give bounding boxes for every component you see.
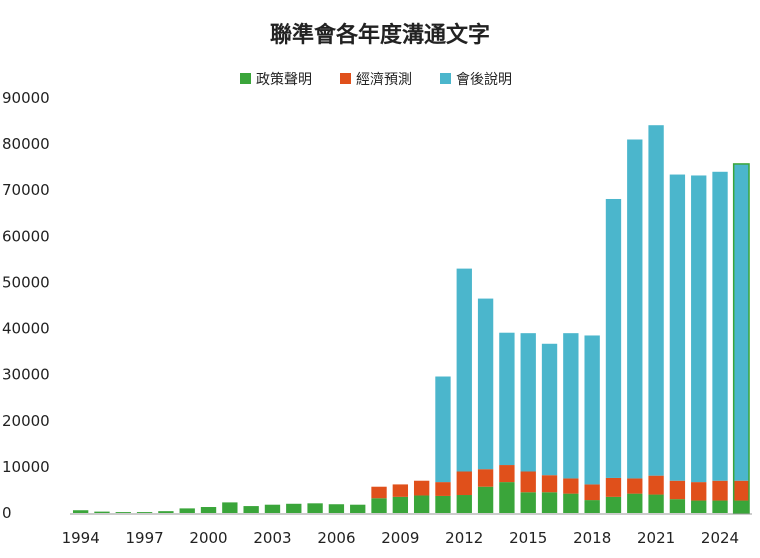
bar-segment-1995-s0 xyxy=(94,511,110,513)
bar-segment-2011-s1 xyxy=(435,482,451,496)
bar-segment-2019-s0 xyxy=(605,496,622,513)
x-tick-label: 2024 xyxy=(701,529,739,547)
bar-highlight-outline xyxy=(732,163,750,514)
bar-segment-2020-s1 xyxy=(627,478,643,494)
y-axis: 0 10000 20000 30000 40000 50000 60000 70000 8000… xyxy=(2,89,50,522)
bar-segment-2020-s0 xyxy=(627,493,643,513)
y-tick-label: 80000 xyxy=(2,135,50,153)
y-tick-label: 50000 xyxy=(2,273,50,291)
x-tick-label: 2015 xyxy=(509,529,547,547)
bar-segment-2021-s2 xyxy=(648,125,664,476)
bar-segment-1997-s0 xyxy=(136,512,153,513)
bar-segment-2014-s2 xyxy=(499,332,515,466)
bar-segment-2013-s2 xyxy=(477,298,494,470)
bar-segment-2013-s0 xyxy=(477,486,494,513)
bar-segment-2018-s2 xyxy=(584,335,600,485)
bar-segment-2011-s0 xyxy=(435,495,451,513)
bar-segment-2025-s1 xyxy=(733,480,750,501)
bar-segment-2016-s2 xyxy=(541,343,558,476)
bar-segment-2019-s2 xyxy=(605,198,622,478)
bars xyxy=(72,125,750,514)
legend: 政策聲明 經濟預測 會後說明 xyxy=(240,71,512,88)
bar-segment-2018-s1 xyxy=(584,484,600,501)
x-tick-label: 2003 xyxy=(253,529,291,547)
bar-segment-2012-s1 xyxy=(456,471,472,496)
bar-segment-2016-s0 xyxy=(541,492,558,513)
legend-swatch-0 xyxy=(240,73,251,84)
y-tick-label: 60000 xyxy=(2,227,50,245)
x-tick-label: 2012 xyxy=(445,529,483,547)
bar-segment-2018-s0 xyxy=(584,500,600,513)
bar-segment-2015-s1 xyxy=(520,471,536,493)
bar-segment-2000-s0 xyxy=(200,507,217,513)
bar-segment-2021-s0 xyxy=(648,494,664,513)
bar-segment-2010-s0 xyxy=(413,495,430,513)
bar-segment-2015-s2 xyxy=(520,333,536,472)
bar-segment-2021-s1 xyxy=(648,475,664,495)
bar-segment-2025-s0 xyxy=(733,500,750,513)
bar-segment-2014-s1 xyxy=(499,465,515,483)
y-tick-label: 70000 xyxy=(2,181,50,199)
bar-segment-2017-s1 xyxy=(563,478,579,494)
x-tick-label: 1994 xyxy=(62,529,100,547)
bar-segment-2003-s0 xyxy=(264,504,281,513)
y-tick-label: 0 xyxy=(2,504,12,522)
bar-segment-2006-s0 xyxy=(328,504,345,513)
bar-segment-1994-s0 xyxy=(72,510,89,513)
legend-label-0: 政策聲明 xyxy=(256,71,312,88)
bar-segment-2020-s2 xyxy=(627,139,643,479)
legend-label-1: 經濟預測 xyxy=(356,72,412,88)
bar-segment-2011-s2 xyxy=(435,376,451,483)
y-tick-label: 40000 xyxy=(2,320,50,338)
bar-segment-2013-s1 xyxy=(477,469,494,487)
x-tick-label: 2021 xyxy=(637,529,675,547)
bar-segment-2025-s2 xyxy=(733,163,750,481)
legend-swatch-1 xyxy=(340,73,351,84)
bar-segment-2005-s0 xyxy=(307,503,323,513)
x-tick-label: 2018 xyxy=(573,529,611,547)
bar-segment-2022-s2 xyxy=(669,174,686,481)
x-tick-label: 1997 xyxy=(125,529,163,547)
bar-segment-2008-s0 xyxy=(371,498,387,513)
bar-segment-2008-s1 xyxy=(371,486,387,499)
bar-segment-2014-s0 xyxy=(499,482,515,513)
bar-segment-2024-s0 xyxy=(712,500,728,513)
bar-segment-2012-s2 xyxy=(456,268,472,472)
legend-swatch-2 xyxy=(440,73,451,84)
bar-segment-2022-s0 xyxy=(669,499,686,513)
bar-segment-2022-s1 xyxy=(669,480,686,500)
bar-segment-2024-s2 xyxy=(712,171,728,481)
bar-segment-2012-s0 xyxy=(456,495,472,513)
y-tick-label: 20000 xyxy=(2,412,50,430)
bar-segment-1998-s0 xyxy=(158,511,174,513)
x-tick-label: 2006 xyxy=(317,529,355,547)
bar-segment-2009-s1 xyxy=(392,484,409,497)
bar-segment-2001-s0 xyxy=(222,502,238,513)
bar-segment-2023-s2 xyxy=(691,175,707,483)
y-tick-label: 10000 xyxy=(2,458,50,476)
chart-title: 聯準會各年度溝通文字 xyxy=(270,22,490,48)
x-tick-label: 2000 xyxy=(189,529,227,547)
bar-segment-2017-s0 xyxy=(563,493,579,513)
bar-segment-2007-s0 xyxy=(350,504,366,513)
bar-segment-2023-s0 xyxy=(691,500,707,513)
bar-segment-2009-s0 xyxy=(392,496,409,513)
bar-segment-2015-s0 xyxy=(520,492,536,513)
bar-segment-2017-s2 xyxy=(563,333,579,479)
x-axis: 1994 1997 2000 2003 2006 2009 2012 2015 2018 2021… xyxy=(62,513,752,547)
bar-segment-1999-s0 xyxy=(179,508,195,513)
bar-segment-2024-s1 xyxy=(712,480,728,501)
bar-segment-2010-s1 xyxy=(413,480,430,496)
y-tick-label: 90000 xyxy=(2,89,50,107)
bar-segment-1996-s0 xyxy=(115,512,131,513)
y-tick-label: 30000 xyxy=(2,366,50,384)
bar-segment-2004-s0 xyxy=(286,503,302,513)
bar-segment-2019-s1 xyxy=(605,477,622,497)
bar-segment-2023-s1 xyxy=(691,482,707,501)
bar-segment-2002-s0 xyxy=(243,506,259,513)
legend-label-2: 會後說明 xyxy=(456,71,512,88)
bar-segment-2016-s1 xyxy=(541,475,558,493)
x-tick-label: 2009 xyxy=(381,529,419,547)
